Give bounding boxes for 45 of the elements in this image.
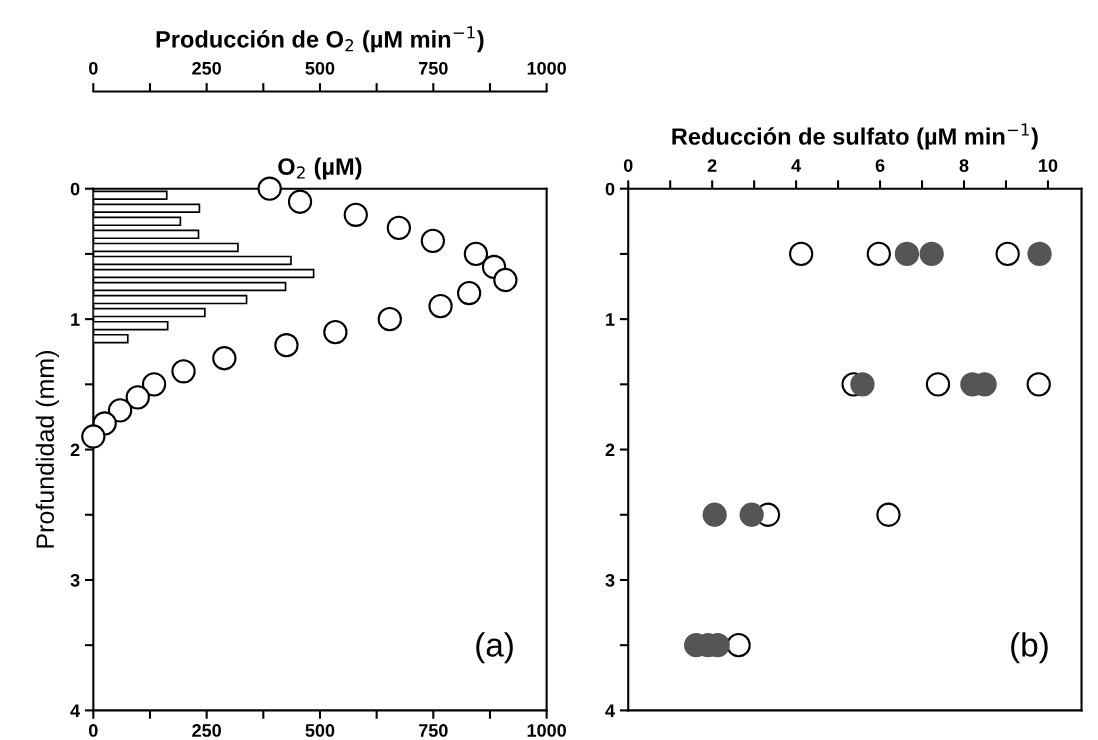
x-tick-label: 10	[1039, 159, 1058, 172]
point	[925, 372, 951, 397]
annotation: (a)	[476, 632, 513, 664]
point	[876, 502, 901, 527]
point	[726, 633, 751, 658]
x-tick-label: 6	[875, 159, 885, 172]
y-tick-label: 1	[606, 313, 615, 326]
x-axis-title: Reducción de sulfato (µM min$^{−1}$)	[672, 123, 1038, 150]
point	[739, 502, 764, 527]
point	[1026, 372, 1051, 397]
x-tick-label: 4	[791, 159, 802, 172]
y-axis-title: Profundidad (mm)	[35, 351, 59, 548]
x2-tick-label: 1000	[527, 61, 566, 75]
x2-tick-label: 500	[305, 61, 335, 75]
annotation: (b)	[1011, 632, 1048, 664]
x2-tick-label: 0	[89, 61, 98, 75]
point	[866, 241, 891, 267]
point	[919, 241, 944, 267]
point	[789, 241, 814, 267]
x-tick-label: 0	[89, 724, 98, 737]
y-tick-label: 4	[605, 704, 615, 717]
y-tick-label: 0	[70, 182, 80, 196]
point	[894, 241, 920, 267]
y-tick-label: 3	[605, 573, 615, 587]
y-tick-label: 3	[70, 573, 80, 587]
point	[995, 241, 1020, 267]
point	[702, 502, 727, 527]
x-tick-label: 750	[419, 724, 448, 737]
x2-tick-label: 750	[419, 61, 448, 75]
x-tick-label: 8	[959, 159, 969, 172]
y-tick-label: 0	[605, 182, 615, 196]
point	[850, 372, 875, 397]
x-tick-label: 0	[623, 159, 633, 172]
x-tick-label: 1000	[527, 724, 566, 737]
point	[1027, 241, 1052, 267]
y-tick-label: 2	[70, 443, 80, 457]
x2-axis-title: Producción de O$_{2}$ (µM min$^{−1}$)	[156, 26, 484, 53]
x-tick-label: 500	[305, 724, 335, 737]
y-tick-label: 4	[70, 704, 81, 717]
y-tick-label: 2	[605, 443, 615, 457]
x2-tick-label: 250	[192, 61, 221, 75]
x-tick-label: 250	[192, 724, 221, 737]
x-axis-title: O$_{2}$ (µM)	[278, 157, 362, 180]
y-tick-label: 1	[71, 313, 80, 326]
x-tick-label: 2	[707, 159, 717, 172]
